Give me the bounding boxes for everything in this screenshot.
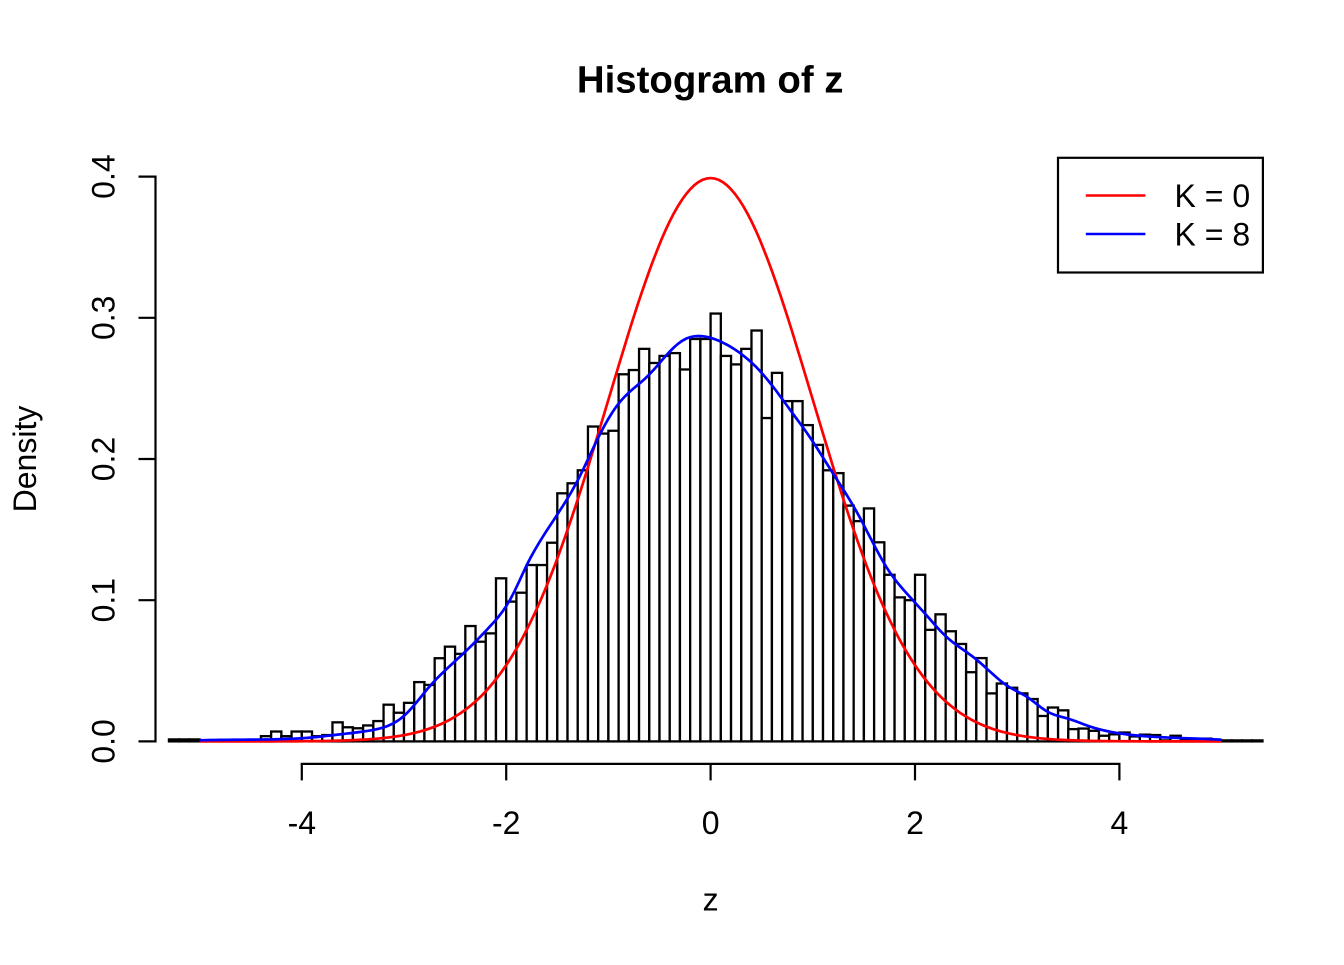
svg-text:0.1: 0.1 xyxy=(86,578,122,622)
svg-text:K = 0: K = 0 xyxy=(1175,178,1251,214)
svg-text:Histogram of z: Histogram of z xyxy=(577,59,844,102)
svg-text:0.3: 0.3 xyxy=(86,296,122,340)
svg-text:0: 0 xyxy=(702,805,720,841)
svg-text:-4: -4 xyxy=(288,805,316,841)
svg-text:4: 4 xyxy=(1111,805,1129,841)
svg-text:0.2: 0.2 xyxy=(86,437,122,481)
svg-text:Density: Density xyxy=(7,406,43,513)
svg-text:-2: -2 xyxy=(492,805,520,841)
svg-text:0.4: 0.4 xyxy=(86,154,122,198)
svg-text:0.0: 0.0 xyxy=(86,719,122,763)
svg-text:z: z xyxy=(703,882,719,918)
svg-text:2: 2 xyxy=(906,805,924,841)
svg-text:K = 8: K = 8 xyxy=(1175,216,1251,252)
